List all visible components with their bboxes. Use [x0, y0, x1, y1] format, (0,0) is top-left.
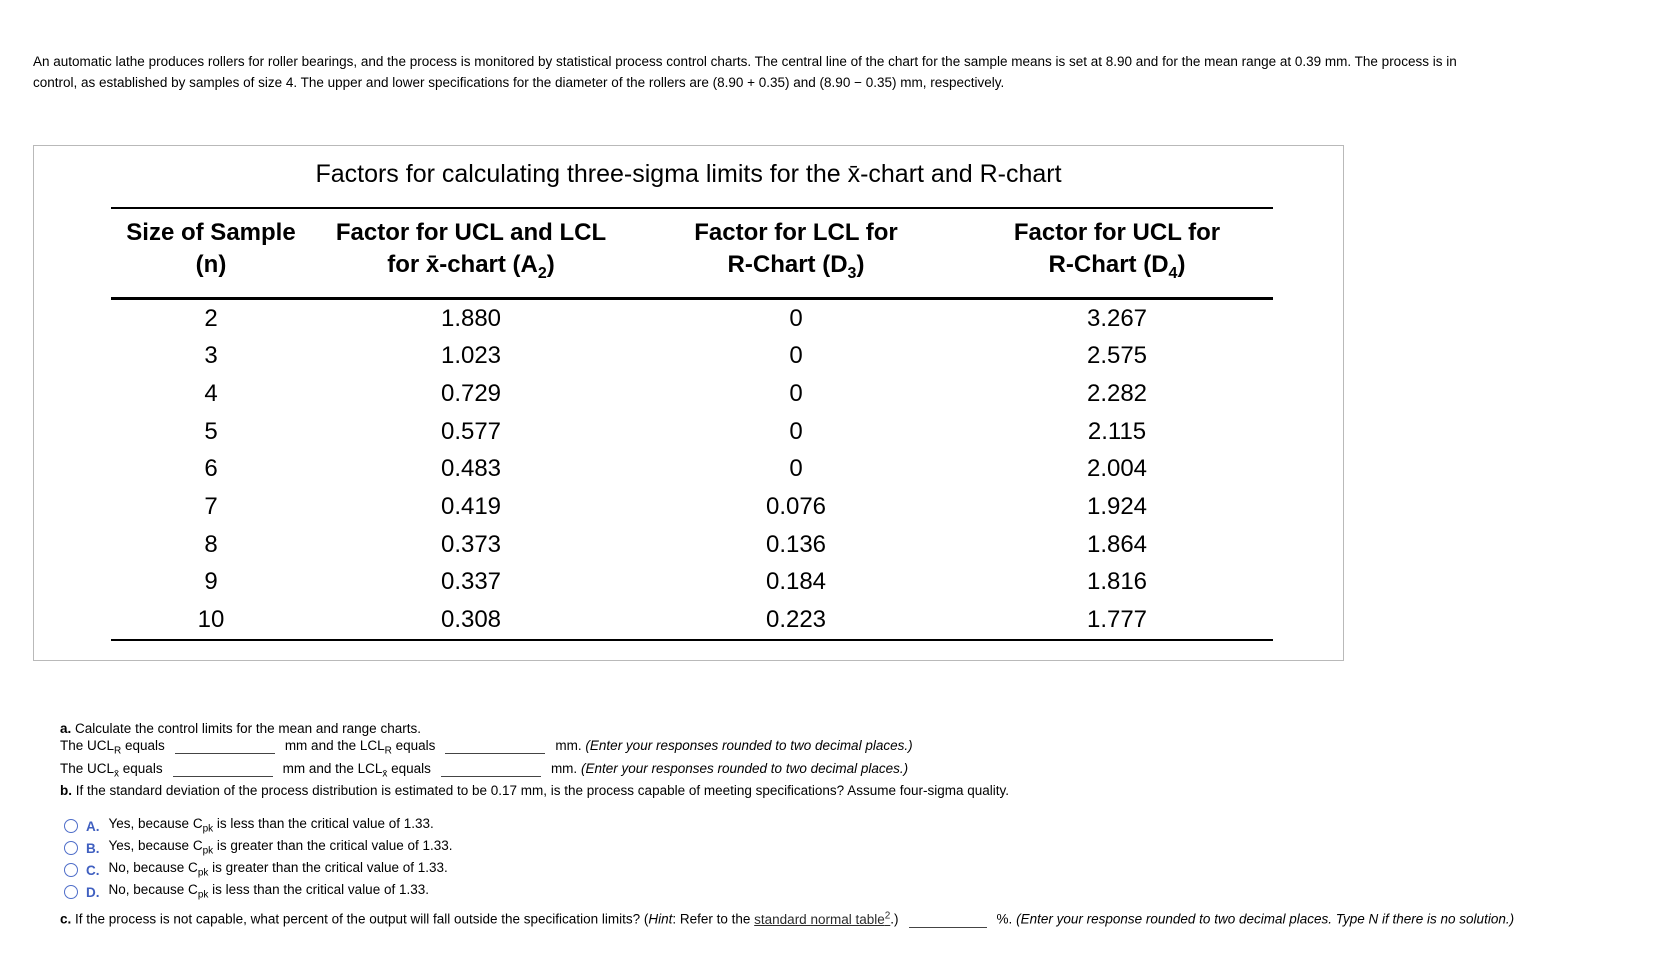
factor-cell: 0.337	[440, 568, 502, 596]
option-d-label: No, because Cpk is less than the critica…	[108, 882, 430, 901]
factor-cell: 5	[204, 417, 218, 445]
factor-row: 6 0.483 0 2.004	[111, 451, 1273, 489]
option-a[interactable]: A. Yes, because Cpk is less than the cri…	[64, 816, 1514, 835]
factor-cell: 0.729	[440, 380, 502, 407]
factor-cell: 0	[789, 455, 803, 483]
lcl-xbar-input[interactable]	[440, 762, 541, 777]
factor-cell: 0	[789, 380, 803, 407]
question-b-options: A. Yes, because Cpk is less than the cri…	[60, 816, 1514, 901]
factor-cell: 0	[789, 342, 803, 370]
factor-cell: 1.816	[1086, 568, 1148, 596]
radio-button-b[interactable]	[64, 841, 78, 856]
factor-cell: 1.777	[1086, 606, 1148, 634]
question-a: a. Calculate the control limits for the …	[60, 721, 421, 736]
ucl-xbar-input[interactable]	[172, 762, 273, 777]
factors-table-panel: Factors for calculating three-sigma limi…	[33, 145, 1344, 661]
ucl-r-input[interactable]	[174, 739, 275, 754]
factor-row: 8 0.373 0.136 1.864	[111, 526, 1273, 564]
option-c[interactable]: C. No, because Cpk is greater than the c…	[64, 860, 1514, 879]
factor-cell: 2.575	[1086, 342, 1148, 370]
rounding-note-range: (Enter your responses rounded to two dec…	[585, 738, 913, 753]
column-header-d3: Factor for LCL for R-Chart (D3)	[631, 208, 961, 300]
question-b: b. If the standard deviation of the proc…	[60, 783, 1009, 799]
factor-row: 9 0.337 0.184 1.816	[111, 564, 1273, 602]
factor-cell: 4	[204, 380, 218, 407]
factor-cell: 6	[204, 455, 218, 483]
problem-statement: An automatic lathe produces rollers for …	[33, 51, 1598, 93]
factor-cell: 10	[197, 606, 225, 634]
factors-table: Size of Sample (n) Factor for UCL and LCL…	[111, 207, 1273, 641]
factor-cell: 0.577	[440, 417, 502, 445]
factor-cell: 0.136	[765, 530, 827, 558]
column-header-a2: Factor for UCL and LCL for x̄-chart (A2)	[311, 208, 631, 300]
question-c: c. If the process is not capable, what p…	[60, 910, 1515, 928]
factor-cell: 0	[789, 304, 803, 332]
factor-cell: 3.267	[1086, 304, 1148, 332]
option-a-label: Yes, because Cpk is less than the critic…	[108, 816, 434, 835]
factor-cell: 0.483	[440, 455, 502, 483]
factor-row: 5 0.577 0 2.115	[111, 413, 1273, 451]
radio-button-d[interactable]	[64, 885, 78, 900]
problem-line-2: control, as established by samples of si…	[33, 74, 1005, 90]
factor-cell: 1.864	[1086, 530, 1148, 558]
factor-cell: 1.023	[440, 342, 502, 370]
lcl-r-input[interactable]	[445, 739, 546, 754]
column-header-n: Size of Sample (n)	[111, 208, 311, 300]
factor-row: 4 0.729 0 2.282	[111, 375, 1273, 413]
rounding-note-mean: (Enter your responses rounded to two dec…	[580, 760, 909, 776]
factor-cell: 1.880	[440, 304, 502, 332]
problem-line-1: An automatic lathe produces rollers for …	[33, 53, 1457, 69]
factor-cell: 2.282	[1086, 380, 1148, 407]
option-b[interactable]: B. Yes, because Cpk is greater than the …	[64, 838, 1514, 857]
factor-row: 3 1.023 0 2.575	[111, 337, 1273, 375]
factor-cell: 9	[204, 568, 218, 596]
option-d[interactable]: D. No, because Cpk is less than the crit…	[64, 882, 1514, 901]
factor-cell: 0.076	[765, 493, 827, 521]
factor-cell: 2	[204, 304, 218, 332]
factor-cell: 0	[789, 417, 803, 445]
factor-cell: 2.004	[1086, 455, 1148, 483]
factor-row: 2 1.880 0 3.267	[111, 298, 1273, 337]
factor-cell: 0.419	[440, 493, 502, 521]
radio-button-c[interactable]	[64, 863, 78, 878]
questions-section: a. Calculate the control limits for the …	[60, 720, 1514, 928]
factor-cell: 1.924	[1086, 493, 1148, 521]
factor-cell: 0.308	[440, 606, 502, 634]
table-title: Factors for calculating three-sigma limi…	[315, 160, 1062, 188]
factor-cell: 0.223	[765, 606, 827, 634]
standard-normal-table-link[interactable]: standard normal table2	[754, 910, 891, 927]
factor-cell: 0.373	[440, 530, 502, 558]
column-header-d4: Factor for UCL for R-Chart (D4)	[961, 208, 1273, 300]
factor-row: 10 0.308 0.223 1.777	[111, 601, 1273, 640]
factor-cell: 2.115	[1087, 417, 1147, 445]
factor-cell: 0.184	[765, 568, 827, 596]
factor-cell: 7	[204, 493, 218, 521]
factor-row: 7 0.419 0.076 1.924	[111, 488, 1273, 526]
question-a-range-line: The UCLR equals mm and the LCLR equals mm.…	[60, 738, 913, 757]
option-c-label: No, because Cpk is greater than the crit…	[108, 860, 448, 879]
factor-cell: 3	[204, 342, 218, 370]
percent-outside-input[interactable]	[908, 913, 987, 928]
rounding-note-c: (Enter your response rounded to two deci…	[1016, 911, 1515, 927]
option-b-label: Yes, because Cpk is greater than the cri…	[108, 838, 453, 857]
table-header-row: Size of Sample (n) Factor for UCL and LCL…	[111, 208, 1273, 300]
question-a-mean-line: The UCLx̄ equals mm and the LCLx̄ equals m…	[60, 760, 909, 780]
factor-cell: 8	[204, 530, 218, 558]
radio-button-a[interactable]	[64, 819, 78, 834]
